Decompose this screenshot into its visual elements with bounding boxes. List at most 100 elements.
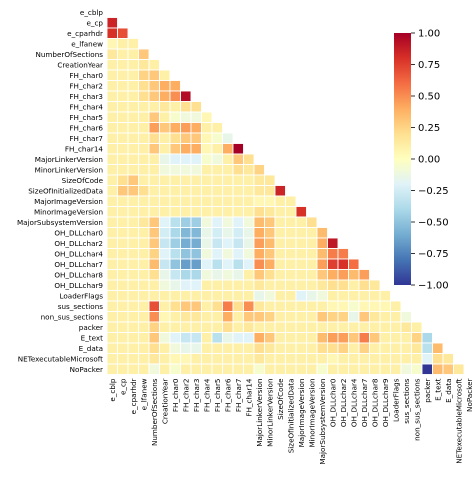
heatmap-cell-FH_char4-FH_char3 (190, 101, 202, 113)
heatmap-cell-NoPacker-MajorLinkerVersion (253, 363, 265, 375)
heatmap-cell-LoaderFlags-OH_DLLchar8 (369, 290, 381, 302)
heatmap-cell-MajorSubsystemVersion-FH_char2 (180, 216, 192, 228)
heatmap-cell-sus_sections-OH_DLLchar4 (348, 300, 360, 312)
heatmap-cell-OH_DLLchar9-FH_char7 (232, 279, 244, 291)
heatmap-cell-OH_DLLchar0-MinorLinkerVersion (264, 227, 276, 239)
heatmap-cell-OH_DLLchar7-OH_DLLchar4 (348, 258, 360, 270)
heatmap-cell-non_sus_sections-MinorImageVersion (306, 311, 318, 323)
heatmap-cell-OH_DLLchar9-FH_char4 (201, 279, 213, 291)
heatmap-cell-LoaderFlags-e_cp (117, 290, 129, 302)
heatmap-cell-SizeOfInitializedData-e_cblp (106, 185, 118, 197)
heatmap-cell-MajorLinkerVersion-FH_char2 (180, 153, 192, 165)
heatmap-cell-MajorImageVersion-e_cp (117, 195, 129, 207)
heatmap-cell-MajorSubsystemVersion-FH_char6 (222, 216, 234, 228)
heatmap-cell-FH_char5-e_lfanew (138, 111, 150, 123)
heatmap-cell-SizeOfInitializedData-MajorLinkerVersion (253, 185, 265, 197)
x-tick-label-MajorSubsystemVersion: MajorSubsystemVersion (318, 379, 327, 465)
x-tick-label-MinorLinkerVersion: MinorLinkerVersion (265, 379, 274, 447)
heatmap-cell-OH_DLLchar0-CreationYear (159, 227, 171, 239)
heatmap-cell-OH_DLLchar4-FH_char6 (222, 248, 234, 260)
heatmap-cell-OH_DLLchar9-FH_char2 (180, 279, 192, 291)
y-tick-label-OH_DLLchar0: OH_DLLchar0 (54, 228, 103, 237)
heatmap-cell-E_text-MajorLinkerVersion (253, 332, 265, 344)
heatmap-cell-NumberOfSections-e_cblp (106, 48, 118, 60)
heatmap-cell-OH_DLLchar2-FH_char7 (232, 237, 244, 249)
heatmap-cell-packer-MajorImageVersion (295, 321, 307, 333)
heatmap-cell-OH_DLLchar8-SizeOfInitializedData (285, 269, 297, 281)
heatmap-cell-NoPacker-FH_char5 (211, 363, 223, 375)
heatmap-cell-SizeOfInitializedData-FH_char4 (201, 185, 213, 197)
heatmap-cell-E_data-FH_char4 (201, 342, 213, 354)
heatmap-cell-FH_char2-e_lfanew (138, 80, 150, 92)
heatmap-cell-NETexecutableMicrosoft-SizeOfCode (274, 353, 286, 365)
heatmap-cell-packer-OH_DLLchar7 (358, 321, 370, 333)
heatmap-cell-OH_DLLchar9-e_cparhdr (127, 279, 139, 291)
heatmap-cell-non_sus_sections-e_cblp (106, 311, 118, 323)
heatmap-cell-NETexecutableMicrosoft-OH_DLLchar9 (379, 353, 391, 365)
heatmap-cell-LoaderFlags-MajorSubsystemVersion (316, 290, 328, 302)
heatmap-cell-packer-OH_DLLchar8 (369, 321, 381, 333)
heatmap-cell-non_sus_sections-sus_sections (400, 311, 412, 323)
y-tick-label-MajorSubsystemVersion: MajorSubsystemVersion (17, 218, 103, 227)
heatmap-cell-NETexecutableMicrosoft-FH_char3 (190, 353, 202, 365)
heatmap-cell-E_text-MinorLinkerVersion (264, 332, 276, 344)
heatmap-cell-MajorSubsystemVersion-MajorImageVersion (295, 216, 307, 228)
heatmap-cell-E_text-SizeOfInitializedData (285, 332, 297, 344)
heatmap-cell-OH_DLLchar7-e_cparhdr (127, 258, 139, 270)
heatmap-cell-FH_char5-e_cblp (106, 111, 118, 123)
heatmap-cell-OH_DLLchar4-FH_char2 (180, 248, 192, 260)
heatmap-cell-E_data-non_sus_sections (411, 342, 423, 354)
heatmap-cell-OH_DLLchar7-CreationYear (159, 258, 171, 270)
heatmap-cell-NoPacker-OH_DLLchar0 (327, 363, 339, 375)
heatmap-cell-non_sus_sections-e_cp (117, 311, 129, 323)
x-tick-label-e_cblp: e_cblp (108, 378, 117, 402)
heatmap-cell-non_sus_sections-OH_DLLchar9 (379, 311, 391, 323)
heatmap-cell-MajorSubsystemVersion-FH_char4 (201, 216, 213, 228)
heatmap-cell-NETexecutableMicrosoft-LoaderFlags (390, 353, 402, 365)
heatmap-cells (106, 17, 465, 375)
x-tick-label-FH_char4: FH_char4 (202, 378, 211, 412)
heatmap-cell-OH_DLLchar8-FH_char14 (243, 269, 255, 281)
heatmap-cell-sus_sections-e_cp (117, 300, 129, 312)
heatmap-cell-SizeOfCode-FH_char5 (211, 174, 223, 186)
heatmap-cell-LoaderFlags-OH_DLLchar2 (337, 290, 349, 302)
heatmap-cell-FH_char0-e_cparhdr (127, 69, 139, 81)
heatmap-cell-packer-non_sus_sections (411, 321, 423, 333)
heatmap-cell-NETexecutableMicrosoft-FH_char4 (201, 353, 213, 365)
heatmap-cell-MajorSubsystemVersion-FH_char5 (211, 216, 223, 228)
heatmap-cell-LoaderFlags-OH_DLLchar0 (327, 290, 339, 302)
heatmap-cell-MinorImageVersion-e_cparhdr (127, 206, 139, 218)
heatmap-cell-E_text-e_lfanew (138, 332, 150, 344)
heatmap-cell-MinorLinkerVersion-FH_char2 (180, 164, 192, 176)
heatmap-cell-NETexecutableMicrosoft-FH_char0 (169, 353, 181, 365)
heatmap-cell-OH_DLLchar7-OH_DLLchar2 (337, 258, 349, 270)
heatmap-cell-LoaderFlags-e_cblp (106, 290, 118, 302)
heatmap-cell-OH_DLLchar8-FH_char6 (222, 269, 234, 281)
heatmap-cell-MajorSubsystemVersion-FH_char7 (232, 216, 244, 228)
heatmap-cell-sus_sections-e_cparhdr (127, 300, 139, 312)
heatmap-cell-MajorImageVersion-FH_char14 (243, 195, 255, 207)
heatmap-cell-FH_char6-FH_char4 (201, 122, 213, 134)
x-tick-label-E_data: E_data (444, 379, 453, 403)
heatmap-cell-OH_DLLchar7-FH_char0 (169, 258, 181, 270)
heatmap-cell-sus_sections-SizeOfInitializedData (285, 300, 297, 312)
x-tick-label-packer: packer (423, 378, 432, 402)
heatmap-cell-sus_sections-NumberOfSections (148, 300, 160, 312)
heatmap-cell-NoPacker-SizeOfCode (274, 363, 286, 375)
heatmap-cell-non_sus_sections-OH_DLLchar8 (369, 311, 381, 323)
heatmap-cell-non_sus_sections-FH_char2 (180, 311, 192, 323)
heatmap-cell-OH_DLLchar0-FH_char4 (201, 227, 213, 239)
heatmap-cell-SizeOfInitializedData-FH_char3 (190, 185, 202, 197)
heatmap-cell-OH_DLLchar4-CreationYear (159, 248, 171, 260)
heatmap-cell-FH_char14-e_lfanew (138, 143, 150, 155)
heatmap-cell-FH_char4-FH_char0 (169, 101, 181, 113)
heatmap-cell-packer-FH_char5 (211, 321, 223, 333)
heatmap-cell-E_data-e_cblp (106, 342, 118, 354)
heatmap-cell-OH_DLLchar2-MajorImageVersion (295, 237, 307, 249)
x-tick-label-CreationYear: CreationYear (160, 378, 169, 424)
heatmap-cell-MinorImageVersion-FH_char3 (190, 206, 202, 218)
heatmap-cell-MinorImageVersion-FH_char4 (201, 206, 213, 218)
heatmap-cell-OH_DLLchar7-e_cp (117, 258, 129, 270)
heatmap-cell-E_text-FH_char4 (201, 332, 213, 344)
heatmap-cell-OH_DLLchar9-FH_char6 (222, 279, 234, 291)
